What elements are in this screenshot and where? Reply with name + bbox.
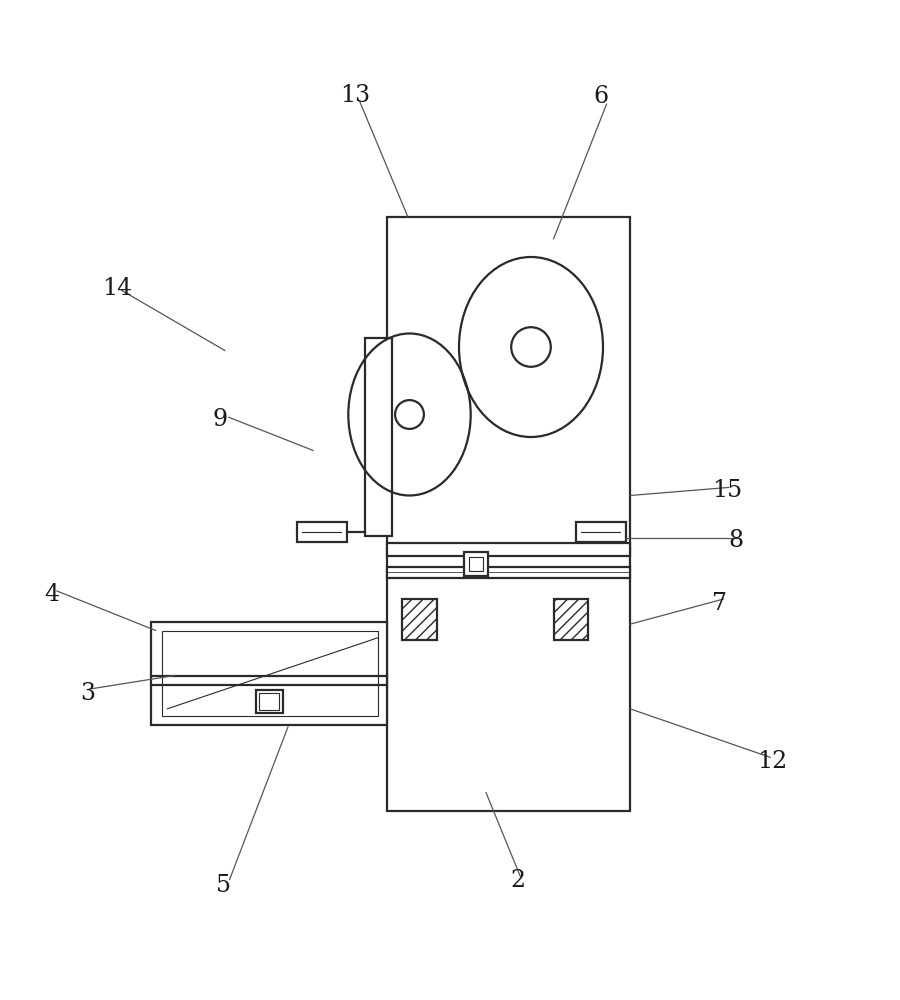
- Bar: [256, 690, 283, 713]
- Bar: [259, 694, 279, 710]
- Text: 13: 13: [340, 84, 371, 106]
- Bar: [162, 631, 378, 716]
- Bar: [387, 217, 630, 810]
- Bar: [554, 599, 588, 640]
- Bar: [464, 552, 488, 576]
- Text: 9: 9: [213, 408, 228, 430]
- Text: 8: 8: [729, 529, 743, 552]
- Text: 12: 12: [757, 750, 788, 772]
- Bar: [576, 522, 626, 542]
- Text: 7: 7: [713, 592, 727, 615]
- Text: 4: 4: [45, 583, 59, 606]
- Text: 14: 14: [102, 277, 132, 300]
- Bar: [387, 543, 630, 556]
- Text: 6: 6: [594, 85, 608, 108]
- Text: 5: 5: [216, 874, 230, 897]
- Text: 3: 3: [81, 682, 95, 705]
- Text: 2: 2: [510, 869, 525, 892]
- Bar: [469, 557, 483, 571]
- Text: 15: 15: [712, 480, 742, 502]
- Bar: [151, 621, 387, 725]
- Bar: [402, 599, 436, 640]
- Bar: [387, 567, 630, 578]
- Bar: [297, 522, 346, 542]
- Bar: [364, 338, 392, 536]
